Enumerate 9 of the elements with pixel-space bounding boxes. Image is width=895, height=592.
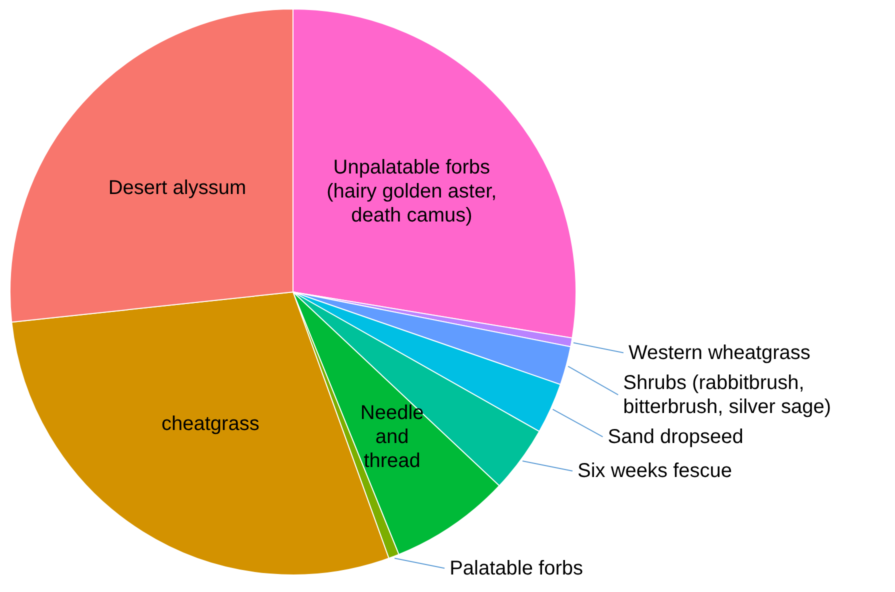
slice-label: Unpalatable forbs (hairy golden aster, death camus) [326,156,497,226]
slice-label: Sand dropseed [608,426,744,448]
slice-label: Six weeks fescue [578,460,732,482]
slice-label: Western wheatgrass [628,342,810,364]
slice-label: cheatgrass [162,412,260,435]
slice-label: Needle and thread [360,402,424,472]
slice-label: Palatable forbs [450,557,583,580]
slice-label: Shrubs (rabbitbrush, bitterbrush, silver sage) [623,372,832,418]
slice-label: Desert alyssum [108,176,246,199]
